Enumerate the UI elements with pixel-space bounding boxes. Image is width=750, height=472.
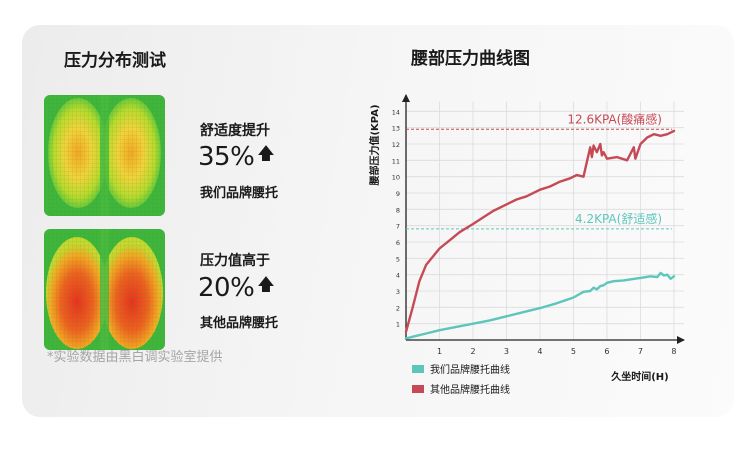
y-axis-arrow-icon: [402, 94, 410, 102]
x-tick-label: 8: [671, 347, 676, 356]
chart-title: 腰部压力曲线图: [411, 48, 530, 69]
comfort-label: 舒适度提升: [200, 123, 270, 139]
x-tick-label: 6: [604, 347, 609, 356]
series-line: [404, 271, 676, 340]
legend-label: 其他品牌腰托曲线: [430, 383, 510, 396]
x-tick-label: 2: [470, 347, 475, 356]
y-tick-label: 4: [396, 272, 400, 280]
heatmap-our-brand: [44, 95, 165, 216]
comfort-value: 35% 🡅: [198, 142, 275, 172]
arrow-up-icon: 🡅: [257, 144, 275, 164]
x-axis-arrow-icon: [677, 336, 685, 344]
y-tick-label: 5: [396, 255, 400, 263]
y-axis-label: 腰部压力值(KPA): [368, 104, 381, 186]
legend-swatch: [412, 385, 424, 393]
y-tick-label: 8: [396, 206, 400, 214]
y-tick-label: 9: [396, 190, 400, 198]
reference-label: 4.2KPA(舒适感): [575, 211, 662, 226]
x-tick-label: 1: [437, 347, 442, 356]
x-tick-label: 7: [638, 347, 643, 356]
x-tick-label: 3: [504, 347, 509, 356]
y-tick-label: 3: [396, 288, 400, 296]
our-brand-label: 我们品牌腰托: [200, 186, 279, 201]
y-tick-label: 10: [392, 174, 400, 182]
y-tick-label: 2: [396, 304, 400, 312]
arrow-up-icon: 🡅: [257, 275, 275, 295]
x-tick-label: 4: [537, 347, 542, 356]
pressure-value: 20% 🡅: [198, 273, 275, 303]
heatmap-other-brand: [44, 229, 165, 350]
y-tick-label: 12: [392, 141, 400, 149]
y-tick-label: 14: [392, 108, 400, 116]
pressure-label: 压力值高于: [200, 253, 270, 269]
data-source-note: *实验数据由黑白调实验室提供: [47, 350, 223, 365]
y-tick-label: 11: [392, 157, 400, 165]
legend-label: 我们品牌腰托曲线: [430, 363, 510, 376]
y-tick-label: 13: [392, 125, 400, 133]
comparison-card: [22, 25, 734, 417]
y-tick-label: 7: [396, 223, 400, 231]
y-tick-label: 1: [396, 321, 400, 329]
other-brand-label: 其他品牌腰托: [200, 316, 279, 331]
legend-swatch: [412, 365, 424, 373]
x-axis-label: 久坐时间(H): [610, 370, 669, 383]
y-tick-label: 6: [396, 239, 400, 247]
reference-label: 12.6KPA(酸痛感): [567, 111, 662, 126]
pressure-test-title: 压力分布测试: [64, 51, 166, 71]
x-tick-label: 5: [571, 347, 576, 356]
series-line: [404, 129, 676, 333]
